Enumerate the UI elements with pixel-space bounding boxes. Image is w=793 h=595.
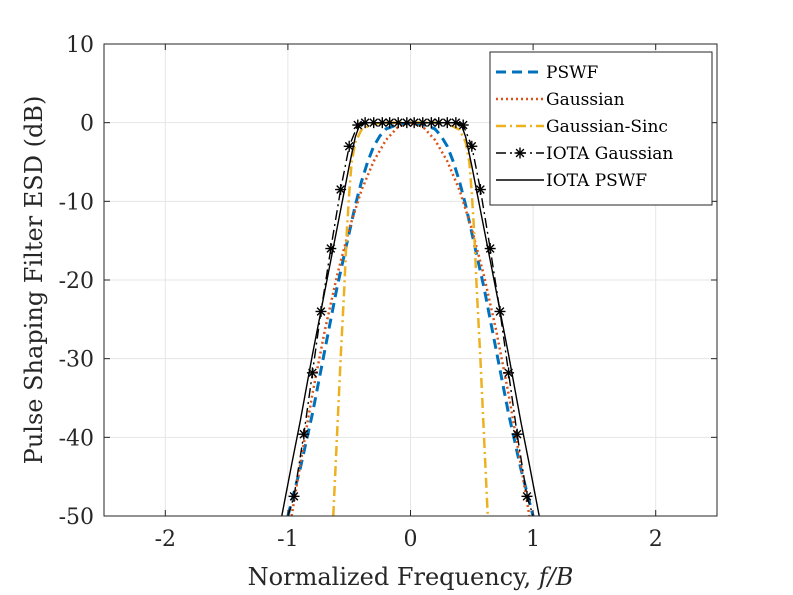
- y-tick-label: -10: [59, 190, 94, 215]
- x-tick-label: -2: [155, 527, 176, 552]
- x-axis-label: Normalized Frequency, f/B: [248, 563, 574, 591]
- x-tick-label: 1: [526, 527, 540, 552]
- legend-label: IOTA PSWF: [546, 171, 647, 191]
- star-marker-stroke: [308, 368, 317, 378]
- y-tick-label: 0: [80, 112, 94, 137]
- star-marker-stroke: [467, 141, 477, 151]
- data-point-iota-gaussian: [521, 490, 533, 502]
- star-marker-stroke: [344, 141, 354, 151]
- legend-item-gaussian-sinc: Gaussian-Sinc: [496, 117, 668, 137]
- legend-label: IOTA Gaussian: [546, 144, 673, 164]
- tick-marks: [104, 43, 717, 517]
- star-marker-stroke: [515, 148, 525, 158]
- x-tick-label: -1: [277, 527, 298, 552]
- star-marker-stroke: [485, 244, 495, 253]
- star-marker-stroke: [512, 429, 522, 439]
- series-line-iota-gaussian: [287, 121, 534, 516]
- data-point-iota-gaussian: [288, 490, 300, 502]
- star-marker-stroke: [475, 185, 485, 194]
- legend-label: Gaussian-Sinc: [546, 117, 668, 137]
- legend-item-iota-gaussian: IOTA Gaussian: [496, 144, 673, 164]
- x-tick-label: 0: [404, 527, 418, 552]
- data-point-iota-gaussian: [484, 243, 496, 255]
- legend-item-pswf: PSWF: [496, 63, 599, 83]
- data-point-iota-gaussian: [325, 243, 337, 255]
- star-marker-stroke: [522, 491, 532, 501]
- series-line-iota-pswf: [281, 121, 540, 516]
- star-marker-stroke: [458, 120, 468, 130]
- x-axis-label-math: f/B: [537, 563, 574, 591]
- y-tick-label: -40: [59, 426, 94, 451]
- legend: PSWF Gaussian Gaussian-Sinc IOTA Gaussian IO…: [489, 51, 713, 206]
- legend-label: Gaussian: [546, 90, 625, 110]
- data-point-iota-gaussian: [511, 428, 523, 440]
- star-marker-stroke: [299, 429, 309, 439]
- x-tick-labels: -2 -1 0 1 2: [155, 527, 663, 552]
- x-tick-label: 2: [649, 527, 663, 552]
- y-tick-label: 10: [66, 33, 94, 58]
- y-tick-label: -20: [59, 269, 94, 294]
- data-point-iota-gaussian: [335, 184, 347, 196]
- legend-item-gaussian: Gaussian: [496, 90, 625, 110]
- series-layer: [281, 117, 540, 516]
- legend-label: PSWF: [546, 63, 599, 83]
- y-tick-label: -30: [59, 348, 94, 373]
- legend-item-iota-pswf: IOTA PSWF: [496, 171, 647, 191]
- data-point-iota-gaussian: [474, 184, 486, 196]
- star-marker-stroke: [289, 491, 299, 501]
- data-point-iota-gaussian: [298, 428, 310, 440]
- y-axis-label: Pulse Shaping Filter ESD (dB): [20, 96, 48, 465]
- y-tick-label: -50: [59, 505, 94, 530]
- x-axis-label-text: Normalized Frequency,: [248, 563, 539, 591]
- series-line-pswf: [286, 121, 535, 516]
- series-line-gaussian-sinc: [332, 121, 489, 516]
- legend-marker: [514, 147, 526, 159]
- star-marker-stroke: [336, 185, 346, 194]
- y-tick-labels: 10 0 -10 -20 -30 -40 -50: [59, 33, 94, 530]
